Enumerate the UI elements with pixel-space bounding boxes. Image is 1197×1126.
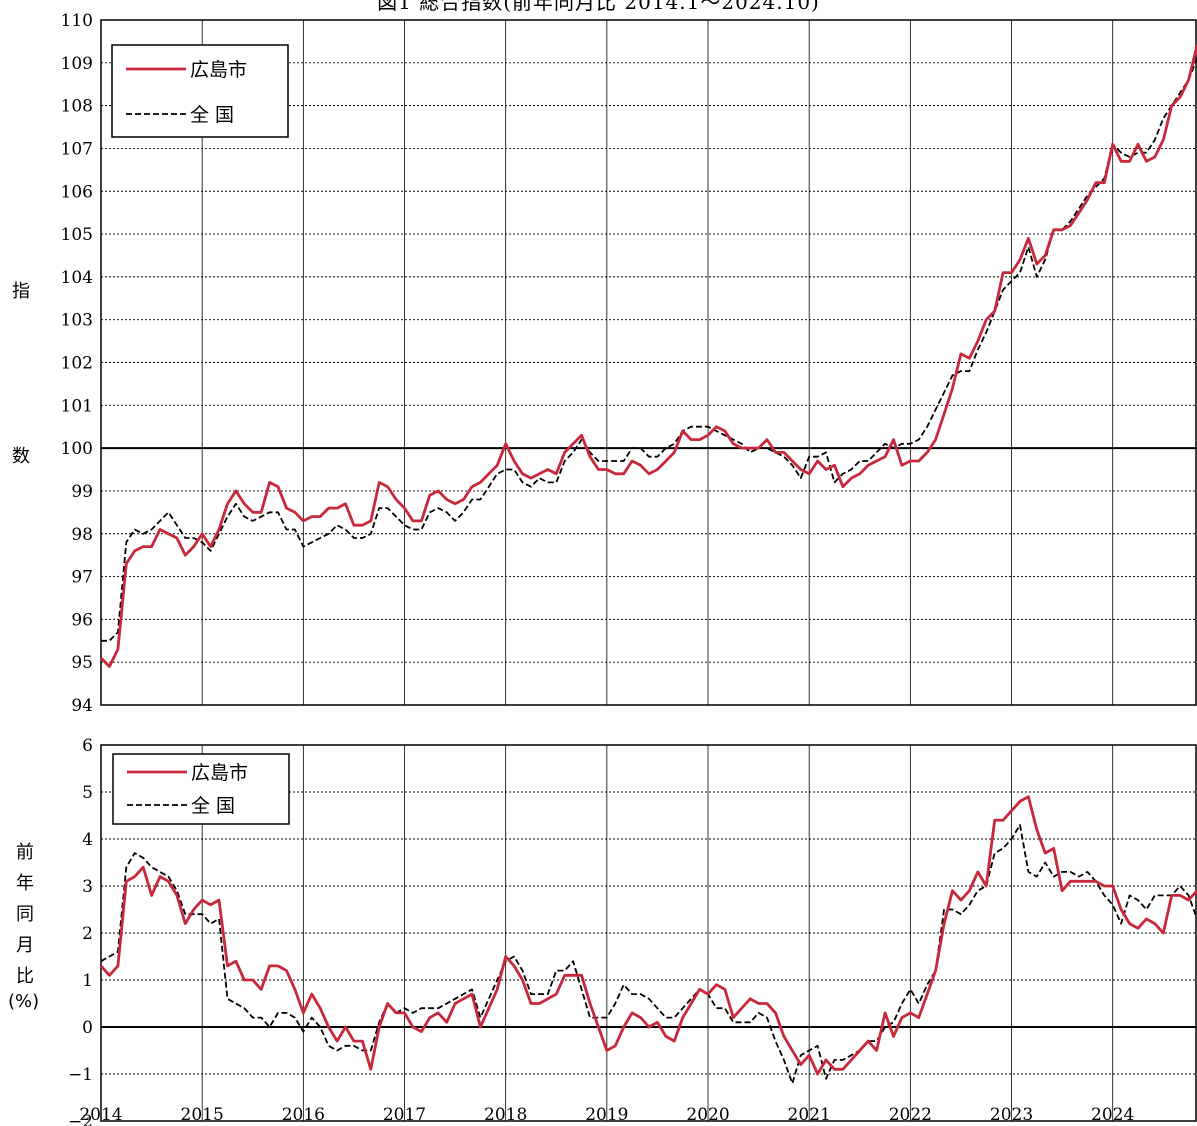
yoy-series-hiroshima [99, 795, 1197, 1076]
yoy-ylabel: 前年同月比 [16, 842, 34, 987]
x-tick-label: 2021 [788, 1105, 831, 1125]
yoy-legend-label: 広島市 [191, 762, 248, 784]
yoy-ylabel-unit: (%) [8, 991, 39, 1012]
x-tick-label: 2017 [383, 1105, 426, 1125]
x-tick-label: 2023 [990, 1105, 1033, 1125]
yoy-ytick-label: −1 [68, 1065, 93, 1085]
yoy-legend-label: 全 国 [191, 795, 235, 817]
index-panel: 94 95 96 97 98 99 100 101 102 103 104 105 106 107 108 1… [61, 11, 1197, 716]
index-ytick-label: 95 [71, 653, 93, 673]
index-series-national [101, 57, 1197, 642]
index-ytick-label: 104 [61, 268, 93, 288]
index-ytick-label: 98 [71, 525, 93, 545]
index-ytick-label: 102 [61, 354, 93, 374]
yoy-series-national [100, 824, 1197, 1085]
yoy-ylabel-char: 同 [16, 904, 34, 925]
index-legend-label: 全 国 [190, 104, 234, 126]
x-tick-label: 2024 [1091, 1105, 1134, 1125]
x-tick-label: 2019 [585, 1105, 628, 1125]
x-tick-label: 2020 [686, 1105, 729, 1125]
yoy-ytick-label: 5 [82, 783, 93, 803]
yoy-ylabel-char: 比 [16, 966, 34, 987]
yoy-ylabel-char: 月 [16, 935, 34, 956]
index-ytick-label: 110 [61, 11, 93, 31]
index-ytick-label: 101 [61, 396, 93, 416]
yoy-legend-box [112, 753, 290, 825]
index-ytick-label: 109 [61, 54, 93, 74]
index-ytick-label: 108 [61, 97, 93, 117]
index-ytick-label: 103 [61, 311, 93, 331]
x-axis-labels: 2014 2015 2016 2017 2018 2019 2020 2021 2022 2023… [79, 1105, 1134, 1125]
index-ytick-label: 100 [61, 439, 93, 459]
index-ytick-label: 107 [61, 139, 93, 159]
yoy-ytick-label: 3 [82, 877, 93, 897]
index-ytick-label: 106 [61, 182, 93, 202]
yoy-ytick-label: −2 [68, 1112, 93, 1126]
yoy-ytick-label: 4 [82, 830, 93, 850]
index-frame [100, 19, 1197, 706]
index-ytick-label: 97 [71, 568, 93, 588]
x-tick-label: 2015 [181, 1105, 224, 1125]
x-tick-label: 2016 [282, 1105, 325, 1125]
index-ytick-label: 94 [71, 696, 93, 716]
yoy-ytick-label: 1 [82, 971, 93, 991]
index-ytick-label: 105 [61, 225, 93, 245]
index-legend-label: 広島市 [190, 59, 247, 81]
index-ytick-label: 96 [71, 610, 93, 630]
index-ylabel-2: 数 [12, 446, 30, 467]
x-tick-label: 2014 [79, 1105, 122, 1125]
index-series-hiroshima [99, 44, 1197, 668]
yoy-ytick-label: 2 [82, 924, 93, 944]
chart-title: 図1 総合指数(前年同月比 2014.1～2024.10) [377, 0, 820, 14]
x-tick-label: 2018 [484, 1105, 527, 1125]
index-ylabel-1: 指 [12, 281, 30, 302]
yoy-ylabel-char: 年 [16, 873, 34, 894]
yoy-ytick-label: 0 [82, 1018, 93, 1038]
yoy-frame [100, 744, 1197, 1122]
index-legend-box [111, 44, 289, 138]
yoy-ylabel-char: 前 [16, 842, 34, 863]
index-ytick-label: 99 [71, 482, 93, 502]
x-tick-label: 2022 [889, 1105, 932, 1125]
yoy-ytick-label: 6 [82, 736, 93, 756]
